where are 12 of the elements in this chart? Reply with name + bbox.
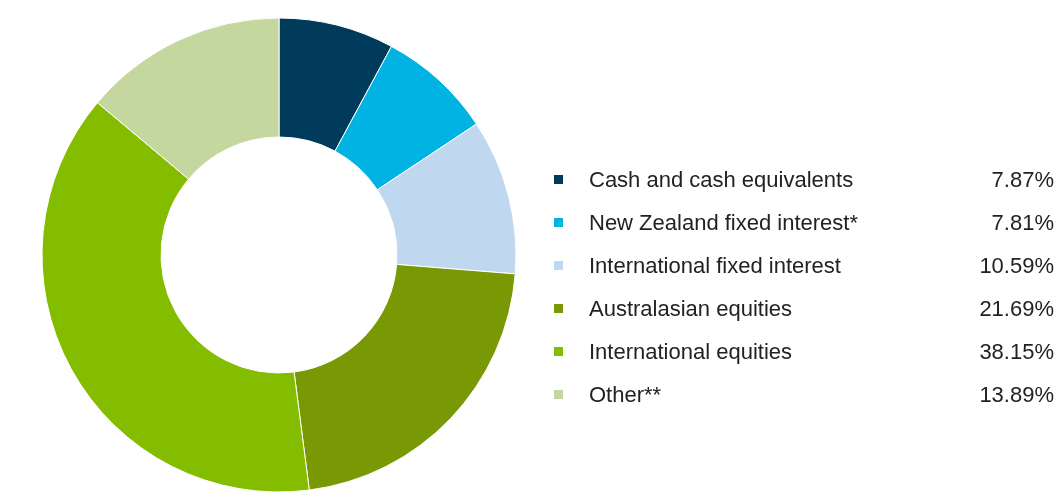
legend-label: International equities — [589, 338, 794, 365]
data-label: 10.59% — [979, 252, 1054, 279]
data-label: 38.15% — [979, 338, 1054, 365]
legend-label: New Zealand fixed interest* — [589, 209, 860, 236]
data-label: 7.81% — [991, 209, 1054, 236]
legend-label: Cash and cash equivalents — [589, 166, 855, 193]
data-label: 7.87% — [991, 166, 1054, 193]
legend-label: Other** — [589, 381, 663, 408]
legend-label: International fixed interest — [589, 252, 842, 279]
legend-label: Australasian equities — [589, 295, 793, 322]
data-label: 21.69% — [979, 295, 1054, 322]
data-label: 13.89% — [979, 381, 1054, 408]
